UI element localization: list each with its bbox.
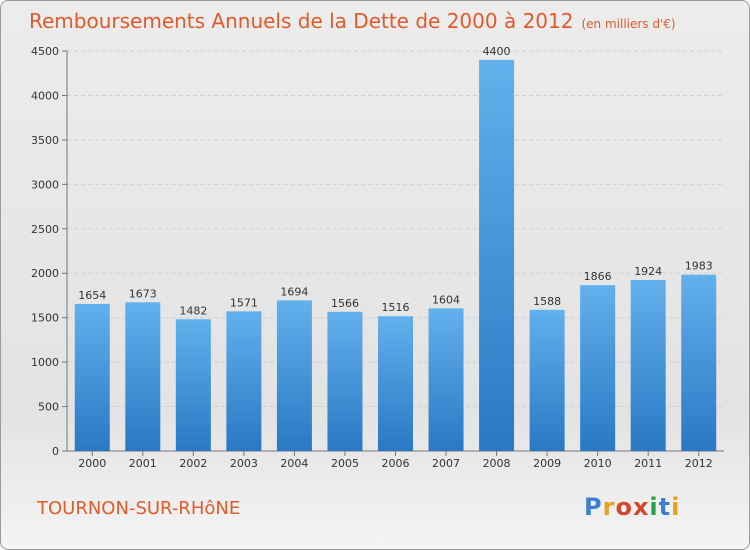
bar-2008 <box>479 59 515 452</box>
x-tick-label: 2008 <box>483 457 511 470</box>
x-tick-label: 2007 <box>432 457 460 470</box>
bar-value-label: 1516 <box>382 301 410 314</box>
bar-2010 <box>580 285 616 451</box>
bar-value-label: 1566 <box>331 297 359 310</box>
bars <box>74 59 717 452</box>
chart-subtitle: (en milliers d'€) <box>581 17 676 31</box>
bar-value-label: 1866 <box>584 270 612 283</box>
bar-value-label: 1571 <box>230 296 258 309</box>
bar-2004 <box>276 300 312 451</box>
logo-letter: o <box>615 493 633 521</box>
bar-value-label: 1673 <box>129 287 157 300</box>
bar-value-label: 1588 <box>533 295 561 308</box>
bar-value-label: 1694 <box>280 285 308 298</box>
x-tick-label: 2009 <box>533 457 561 470</box>
logo-letter: i <box>649 493 659 521</box>
y-tick-label: 1500 <box>31 312 59 325</box>
y-tick-label: 0 <box>52 445 59 458</box>
bar-value-label: 1604 <box>432 293 460 306</box>
bar-2011 <box>630 279 666 451</box>
bar-value-label: 4400 <box>483 45 511 58</box>
x-tick-label: 2002 <box>179 457 207 470</box>
x-tick-label: 2000 <box>78 457 106 470</box>
chart-title: Remboursements Annuels de la Dette de 20… <box>29 9 676 33</box>
logo-letter: r <box>602 493 616 521</box>
bar-2000 <box>74 303 110 451</box>
bar-2006 <box>378 316 413 451</box>
logo-letter: t <box>658 493 672 521</box>
proxiti-logo[interactable]: Proxiti <box>584 493 680 521</box>
chart-title-text: Remboursements Annuels de la Dette de 20… <box>29 9 574 33</box>
y-tick-label: 3000 <box>31 178 59 191</box>
logo-letter: P <box>584 493 603 521</box>
x-tick-label: 2001 <box>129 457 157 470</box>
x-tick-label: 2005 <box>331 457 359 470</box>
commune-name: TOURNON-SUR-RHôNE <box>37 498 241 519</box>
bar-2001 <box>125 302 161 451</box>
bar-2009 <box>529 309 565 451</box>
y-tick-label: 2000 <box>31 267 59 280</box>
bar-value-label: 1654 <box>78 289 106 302</box>
x-tick-label: 2003 <box>230 457 258 470</box>
bar-2007 <box>428 308 464 451</box>
bar-2002 <box>175 319 211 451</box>
y-tick-label: 3500 <box>31 134 59 147</box>
bar-value-label: 1924 <box>634 265 662 278</box>
x-tick-label: 2010 <box>584 457 612 470</box>
x-tick-label: 2012 <box>685 457 713 470</box>
y-tick-label: 4500 <box>31 45 59 58</box>
y-tick-label: 2500 <box>31 223 59 236</box>
y-tick-label: 4000 <box>31 89 59 102</box>
bar-2012 <box>681 274 717 451</box>
labels: 0 500 1000 1500 2000 2500 3000 3500 4000 4500 1654… <box>31 45 713 470</box>
y-tick-label: 500 <box>38 401 59 414</box>
bar-2003 <box>226 311 262 451</box>
x-tick-label: 2011 <box>634 457 662 470</box>
x-tick-label: 2006 <box>382 457 410 470</box>
bar-2005 <box>327 311 363 451</box>
logo-letter: i <box>671 493 681 521</box>
logo-letter: x <box>632 493 650 521</box>
y-tick-label: 1000 <box>31 356 59 369</box>
x-tick-label: 2004 <box>280 457 308 470</box>
bar-value-label: 1482 <box>179 304 207 317</box>
bar-value-label: 1983 <box>685 260 713 273</box>
